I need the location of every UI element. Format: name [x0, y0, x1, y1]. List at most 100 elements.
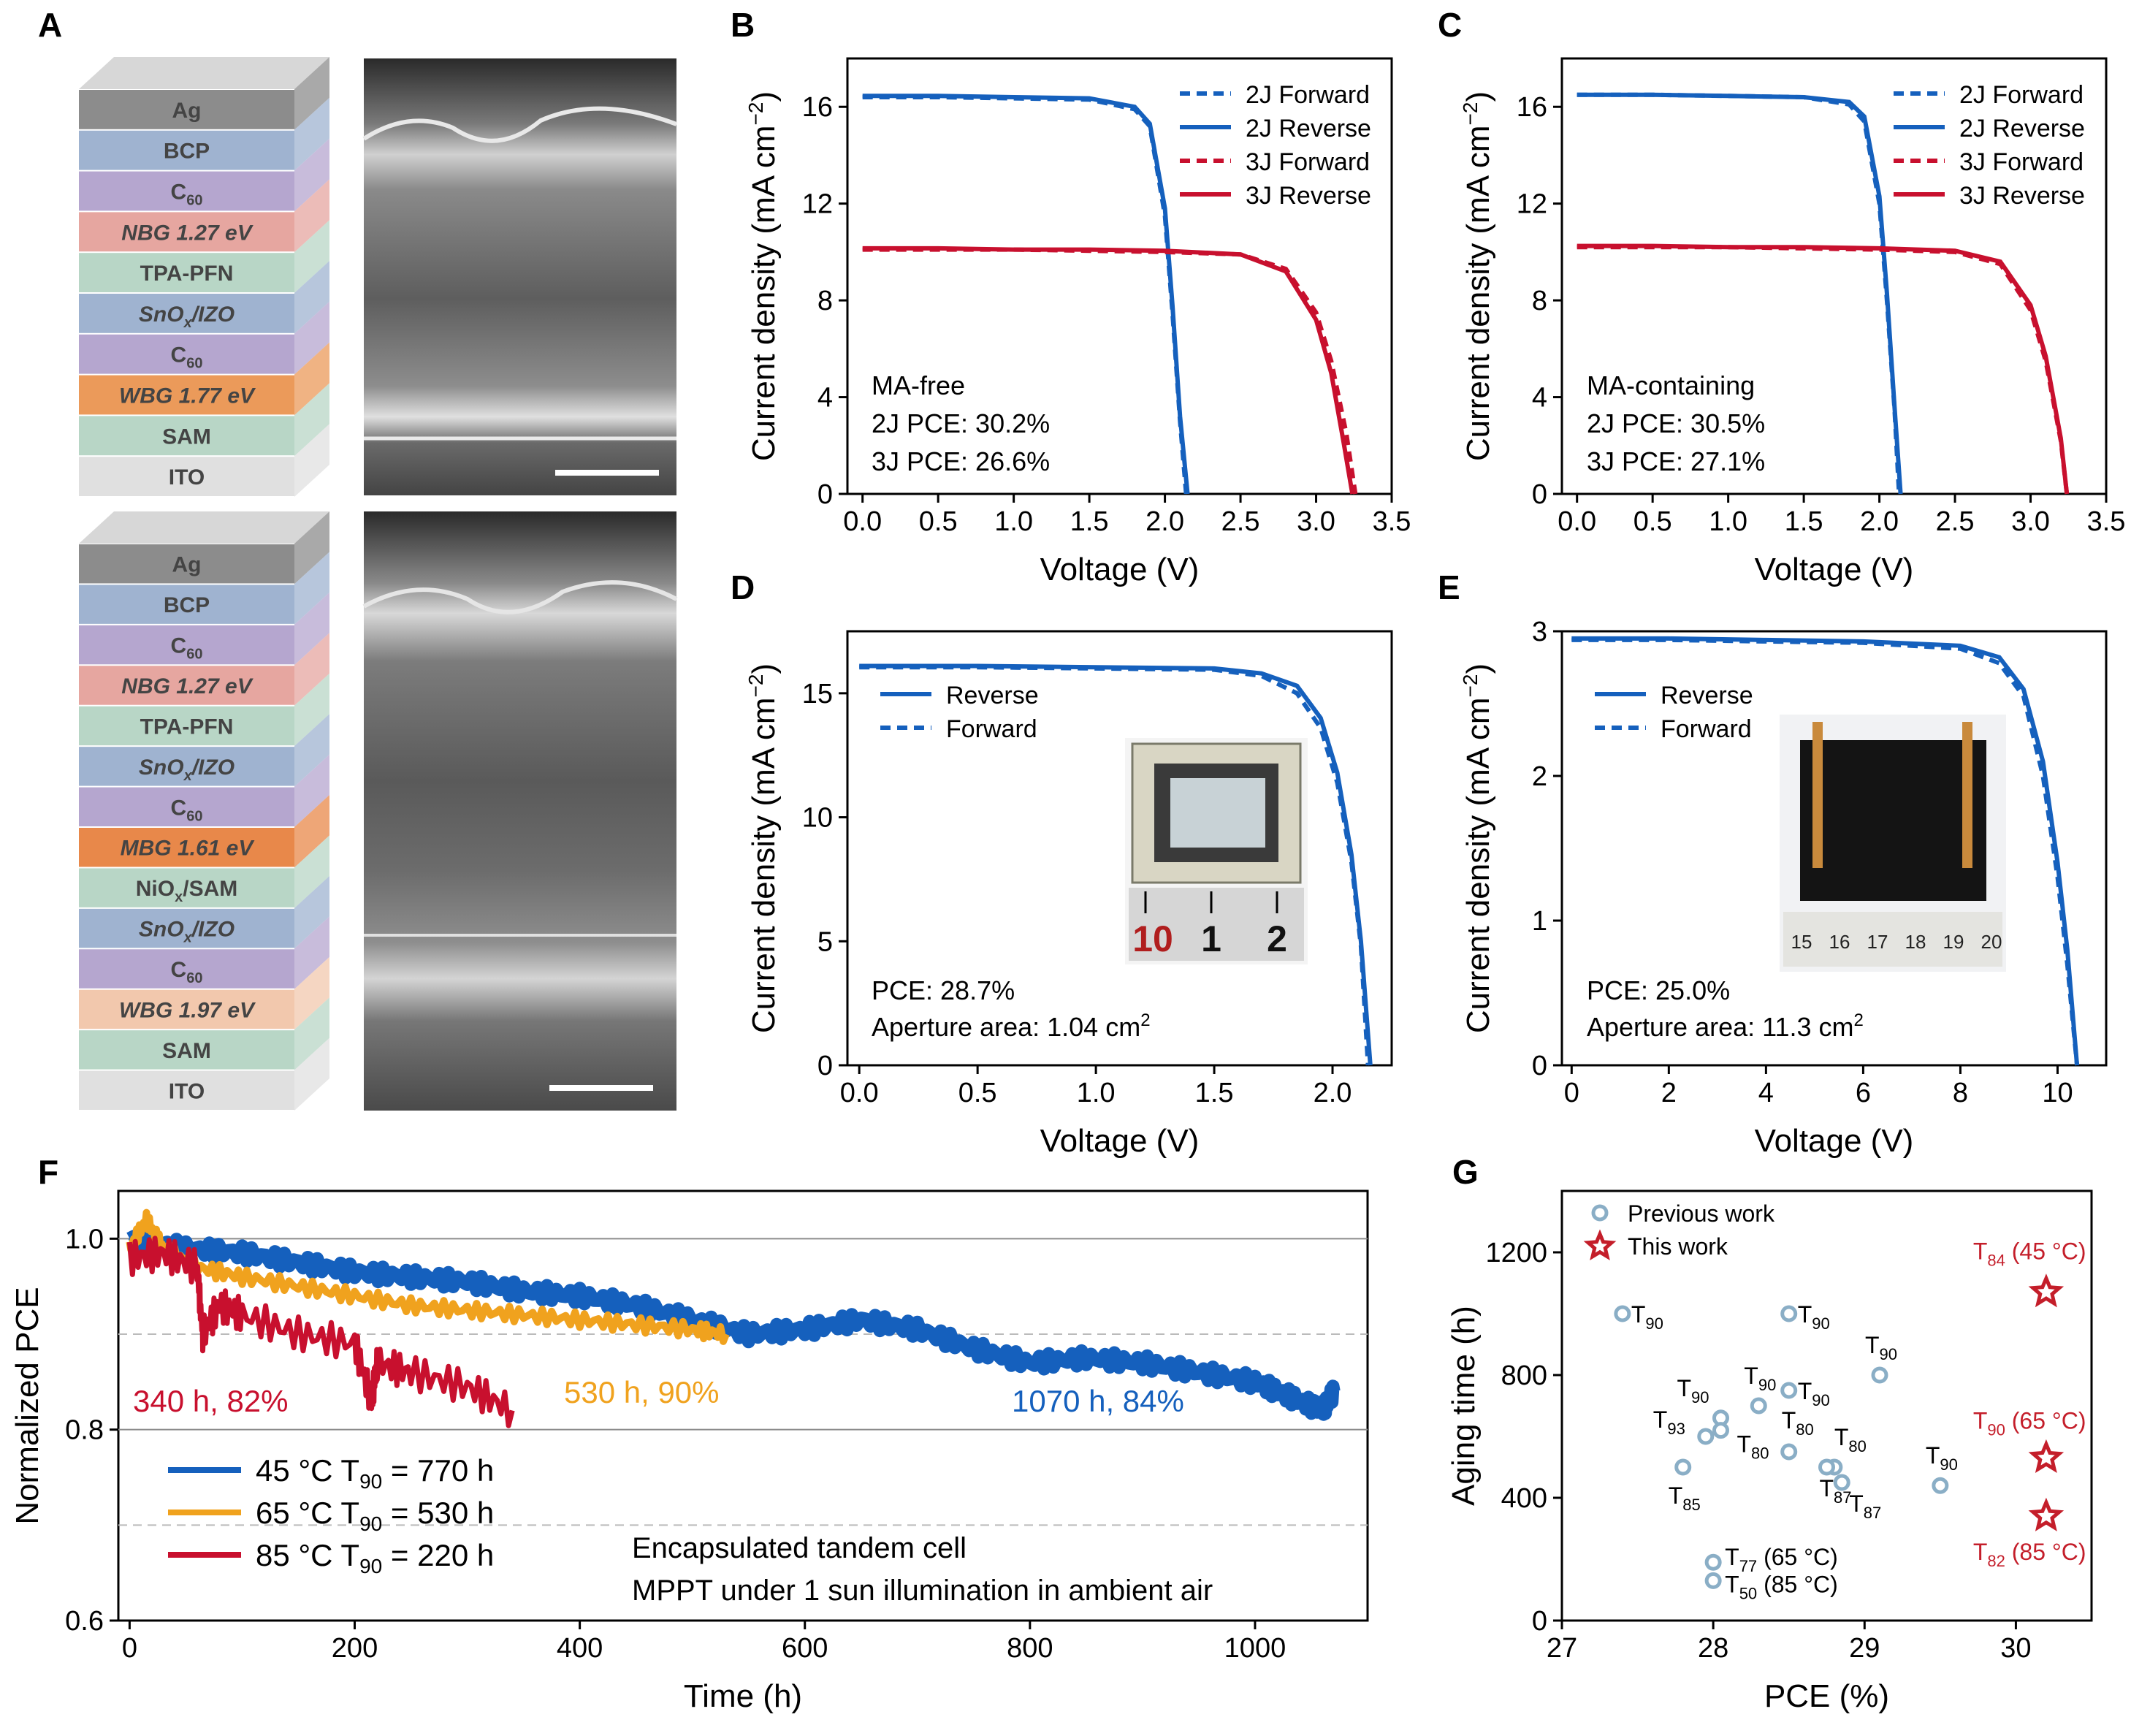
legend-label: 3J Reverse	[1246, 182, 1371, 210]
legend-label: 3J Forward	[1246, 148, 1370, 176]
legend-label: Previous work	[1628, 1200, 1775, 1227]
stack1-layer-side	[294, 424, 329, 497]
legend-label: 2J Forward	[1959, 81, 2084, 109]
stack2-layer-label: BCP	[164, 593, 210, 617]
x-tick-label: 400	[557, 1633, 603, 1664]
stack2-layer-side	[294, 633, 329, 706]
panel-label-a: A	[38, 6, 62, 44]
stack1-layer	[79, 294, 294, 333]
ruler-label: 16	[1829, 931, 1850, 953]
ruler-label: 15	[1791, 931, 1812, 953]
y-tick-label: 1	[1532, 906, 1547, 937]
stack1-layer-side	[294, 301, 329, 375]
stack2-layer-side	[294, 1038, 329, 1111]
stack2-layer	[79, 908, 294, 948]
legend-label: 3J Reverse	[1959, 182, 2085, 210]
x-tick-label: 200	[332, 1633, 378, 1664]
stack2-layer-side	[294, 835, 329, 908]
x-tick-label: 8	[1953, 1078, 1968, 1108]
legend-label: Forward	[946, 715, 1037, 743]
y-tick-label: 16	[1517, 92, 1547, 123]
stack1-layer-side	[294, 57, 329, 130]
plot-frame	[846, 630, 1393, 1067]
x-tick-label: 1.5	[1070, 506, 1109, 537]
point-label: T90	[1744, 1363, 1776, 1394]
series-line-2j-reverse	[1577, 92, 1903, 495]
panel-label-e: E	[1438, 568, 1460, 606]
y-tick-label: 16	[802, 92, 833, 123]
x-axis-label: Voltage (V)	[1755, 1123, 1914, 1159]
x-tick-label: 0	[122, 1633, 137, 1664]
y-tick-label: 0.6	[65, 1606, 104, 1637]
data-point-previous-work	[1750, 1397, 1767, 1415]
data-point-previous-work	[1818, 1458, 1835, 1476]
x-tick-label: 3.5	[2087, 506, 2126, 537]
stack1-layer	[79, 457, 294, 496]
ruler-label: 1	[1201, 918, 1221, 959]
plot-frame	[117, 1189, 1369, 1622]
stack1-layer-side	[294, 383, 329, 457]
stack2-layer	[79, 747, 294, 786]
legend-label: 3J Forward	[1959, 148, 2084, 176]
data-point-previous-work	[1780, 1305, 1798, 1322]
chart-panel-d: 0.0 0.5 1.0 1.5 2.0 0 5 10 15 Voltage (V) Current …	[744, 630, 1393, 1159]
stack1-layer-label: C60	[171, 343, 203, 372]
data-point-previous-work	[1712, 1422, 1729, 1439]
stack2-layer-label: Ag	[172, 553, 202, 577]
stack2-layer	[79, 868, 294, 907]
sem-image-top	[362, 58, 678, 495]
x-tick-label: 2.0	[1145, 506, 1184, 537]
legend-label: Forward	[1661, 715, 1752, 743]
ruler-label: 18	[1905, 931, 1926, 953]
ruler-label: 17	[1867, 931, 1888, 953]
stack2-layer-side	[294, 673, 329, 747]
stack2-layer-side	[294, 997, 329, 1070]
stack2-layer-side	[294, 511, 329, 585]
x-tick-label: 2.5	[1936, 506, 1975, 537]
point-label: T80	[1737, 1431, 1769, 1463]
point-label: T90	[1798, 1378, 1830, 1409]
point-label: T90	[1631, 1301, 1663, 1333]
series-line-3j-reverse	[1577, 243, 2070, 495]
stack1-layer-label: SAM	[162, 425, 211, 449]
data-point-previous-work	[1704, 1572, 1722, 1589]
x-axis-label: PCE (%)	[1764, 1678, 1889, 1714]
x-tick-label: 0.5	[958, 1078, 997, 1108]
annotation: 3J PCE: 26.6%	[872, 446, 1050, 476]
stack1-layer-label: TPA-PFN	[140, 262, 234, 286]
stack2-layer-label: NiOx/SAM	[136, 877, 237, 905]
annotation-65c: 530 h, 90%	[564, 1375, 720, 1409]
ribbon-right	[1962, 722, 1972, 868]
series-trace	[126, 1227, 1341, 1421]
legend-marker-circle	[1591, 1204, 1609, 1222]
stack1-layer	[79, 212, 294, 252]
y-axis-label: Current density (mA cm−2)	[1459, 663, 1496, 1033]
y-tick-label: 0.8	[65, 1415, 104, 1446]
y-tick-label: 3	[1532, 617, 1547, 647]
y-tick-label: 1.0	[65, 1224, 104, 1255]
x-tick-label: 3.5	[1373, 506, 1411, 537]
stack1-layer	[79, 334, 294, 374]
x-tick-label: 29	[1849, 1633, 1880, 1664]
data-point-previous-work	[1674, 1458, 1692, 1476]
stack2-layer-side	[294, 714, 329, 787]
stack2-layer-label: WBG 1.97 eV	[119, 998, 256, 1022]
x-tick-label: 0.5	[1633, 506, 1672, 537]
ribbon-left	[1812, 722, 1823, 868]
annotation: 2J PCE: 30.5%	[1587, 408, 1765, 438]
x-tick-label: 1.5	[1195, 1078, 1234, 1108]
y-tick-label: 4	[1532, 383, 1547, 414]
stack1-layer-side	[294, 179, 329, 253]
ruler-label: 2	[1267, 918, 1287, 959]
data-point-previous-work	[1871, 1366, 1888, 1384]
stack2-layer-label: ITO	[169, 1079, 205, 1103]
stack1-layer-label: WBG 1.77 eV	[119, 384, 256, 408]
ruler	[1783, 912, 2002, 967]
point-label: T84 (45 °C)	[1973, 1238, 2086, 1270]
annotation-condition: Encapsulated tandem cell	[632, 1532, 967, 1564]
stack2-top-face	[79, 511, 329, 544]
x-tick-label: 2.0	[1314, 1078, 1352, 1108]
y-tick-label: 5	[817, 926, 833, 957]
